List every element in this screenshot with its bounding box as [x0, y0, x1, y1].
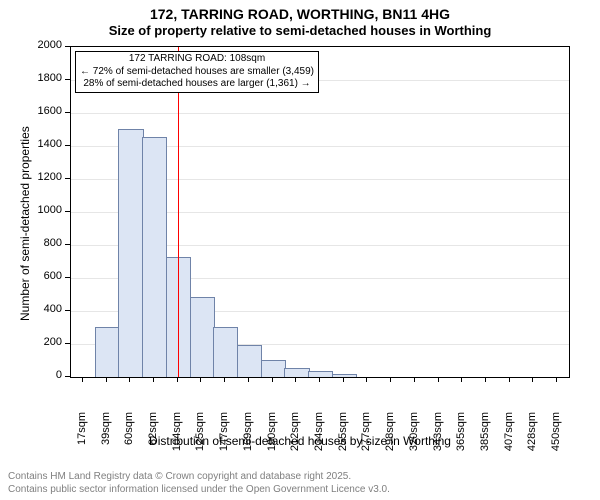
- footer-line-1: Contains HM Land Registry data © Crown c…: [8, 471, 390, 484]
- x-tick-mark: [461, 377, 462, 382]
- y-tick-label: 0: [26, 369, 62, 381]
- footer-attribution: Contains HM Land Registry data © Crown c…: [8, 471, 390, 496]
- y-tick-mark: [65, 112, 70, 113]
- annotation-line-3: 28% of semi-detached houses are larger (…: [80, 78, 314, 91]
- x-tick-label: 234sqm: [313, 412, 325, 462]
- x-tick-label: 212sqm: [289, 412, 301, 462]
- y-tick-label: 800: [26, 237, 62, 249]
- x-tick-mark: [129, 377, 130, 382]
- x-tick-label: 255sqm: [337, 412, 349, 462]
- x-tick-label: 17sqm: [76, 412, 88, 462]
- x-tick-label: 169sqm: [242, 412, 254, 462]
- y-tick-mark: [65, 46, 70, 47]
- x-tick-label: 450sqm: [550, 412, 562, 462]
- gridline: [71, 113, 569, 114]
- x-tick-mark: [200, 377, 201, 382]
- x-tick-label: 365sqm: [455, 412, 467, 462]
- y-tick-mark: [65, 211, 70, 212]
- x-tick-label: 190sqm: [266, 412, 278, 462]
- y-axis-label: Number of semi-detached properties: [18, 126, 32, 321]
- y-tick-label: 200: [26, 336, 62, 348]
- x-tick-label: 298sqm: [384, 412, 396, 462]
- footer-line-2: Contains public sector information licen…: [8, 484, 390, 497]
- y-tick-label: 1000: [26, 204, 62, 216]
- annotation-line-2: ← 72% of semi-detached houses are smalle…: [80, 66, 314, 79]
- x-tick-mark: [82, 377, 83, 382]
- histogram-bar: [308, 371, 333, 377]
- x-tick-label: 343sqm: [432, 412, 444, 462]
- x-tick-mark: [438, 377, 439, 382]
- histogram-bar: [284, 368, 309, 377]
- histogram-bar: [142, 137, 167, 377]
- x-tick-label: 277sqm: [360, 412, 372, 462]
- y-tick-label: 600: [26, 270, 62, 282]
- chart-title: 172, TARRING ROAD, WORTHING, BN11 4HG Si…: [0, 0, 600, 38]
- x-tick-label: 407sqm: [503, 412, 515, 462]
- x-tick-label: 39sqm: [100, 412, 112, 462]
- y-tick-mark: [65, 310, 70, 311]
- marker-line: [178, 47, 179, 377]
- title-line-1: 172, TARRING ROAD, WORTHING, BN11 4HG: [0, 6, 600, 22]
- x-tick-mark: [390, 377, 391, 382]
- y-tick-mark: [65, 79, 70, 80]
- x-tick-mark: [177, 377, 178, 382]
- x-tick-label: 385sqm: [479, 412, 491, 462]
- annotation-line-1: 172 TARRING ROAD: 108sqm: [80, 53, 314, 66]
- x-tick-mark: [414, 377, 415, 382]
- histogram-bar: [213, 327, 238, 378]
- x-tick-mark: [319, 377, 320, 382]
- x-tick-mark: [224, 377, 225, 382]
- x-tick-label: 428sqm: [526, 412, 538, 462]
- histogram-bar: [261, 360, 286, 377]
- histogram-bar: [237, 345, 262, 377]
- x-tick-mark: [343, 377, 344, 382]
- x-tick-label: 60sqm: [123, 412, 135, 462]
- x-tick-label: 125sqm: [194, 412, 206, 462]
- x-tick-mark: [485, 377, 486, 382]
- x-tick-label: 82sqm: [147, 412, 159, 462]
- y-tick-label: 1200: [26, 171, 62, 183]
- x-tick-label: 104sqm: [171, 412, 183, 462]
- y-tick-label: 1600: [26, 105, 62, 117]
- y-tick-mark: [65, 178, 70, 179]
- title-line-2: Size of property relative to semi-detach…: [0, 23, 600, 38]
- y-tick-label: 1400: [26, 138, 62, 150]
- chart-plot-area: 172 TARRING ROAD: 108sqm← 72% of semi-de…: [70, 46, 570, 378]
- x-tick-mark: [509, 377, 510, 382]
- y-tick-label: 2000: [26, 39, 62, 51]
- x-tick-mark: [106, 377, 107, 382]
- x-tick-mark: [556, 377, 557, 382]
- y-tick-mark: [65, 244, 70, 245]
- y-tick-label: 400: [26, 303, 62, 315]
- y-tick-mark: [65, 145, 70, 146]
- x-tick-mark: [272, 377, 273, 382]
- histogram-bar: [95, 327, 120, 378]
- y-tick-mark: [65, 376, 70, 377]
- x-tick-label: 320sqm: [408, 412, 420, 462]
- x-tick-mark: [248, 377, 249, 382]
- marker-annotation: 172 TARRING ROAD: 108sqm← 72% of semi-de…: [75, 51, 319, 93]
- x-tick-label: 147sqm: [218, 412, 230, 462]
- x-tick-mark: [153, 377, 154, 382]
- histogram-bar: [190, 297, 215, 377]
- x-tick-mark: [366, 377, 367, 382]
- histogram-bar: [332, 374, 357, 377]
- y-tick-mark: [65, 277, 70, 278]
- y-tick-mark: [65, 343, 70, 344]
- y-tick-label: 1800: [26, 72, 62, 84]
- x-tick-mark: [295, 377, 296, 382]
- histogram-bar: [118, 129, 143, 378]
- x-tick-mark: [532, 377, 533, 382]
